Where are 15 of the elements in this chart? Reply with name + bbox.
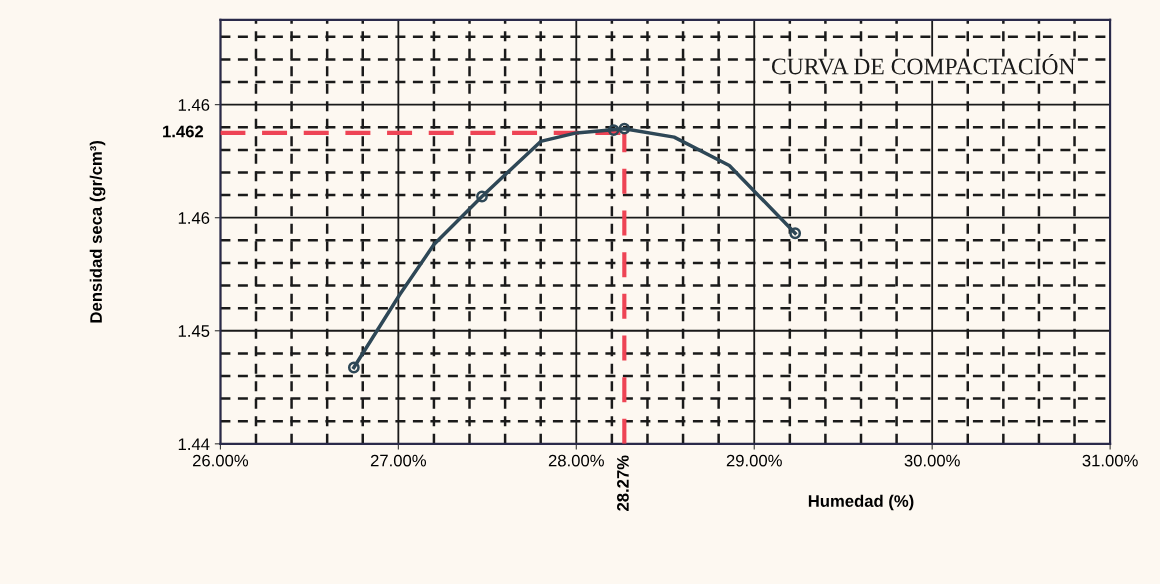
text: CURVA DE COMPACTACIÓN	[771, 53, 1076, 75]
y-axis-title: Densidad seca (gr/cm³)	[89, 140, 106, 323]
ref-line-label: 28.27%	[617, 455, 629, 511]
x-tick-label: 29.00%	[726, 454, 782, 467]
x-axis-title: Humedad (%)	[808, 494, 914, 511]
x-tick-label: 27.00%	[370, 454, 427, 467]
y-tick-label: 1.46	[178, 212, 210, 224]
x-tick-label: 28.00%	[548, 454, 604, 467]
ref-line-label: 1.462	[163, 125, 204, 138]
x-tick-label: 26.00%	[192, 454, 249, 467]
y-tick-label: 1.46	[178, 99, 210, 111]
y-tick-label: 1.44	[178, 438, 210, 450]
x-tick-label: 30.00%	[904, 454, 960, 467]
x-tick-label: 31.00%	[1082, 454, 1138, 467]
y-tick-label: 1.45	[178, 325, 210, 337]
